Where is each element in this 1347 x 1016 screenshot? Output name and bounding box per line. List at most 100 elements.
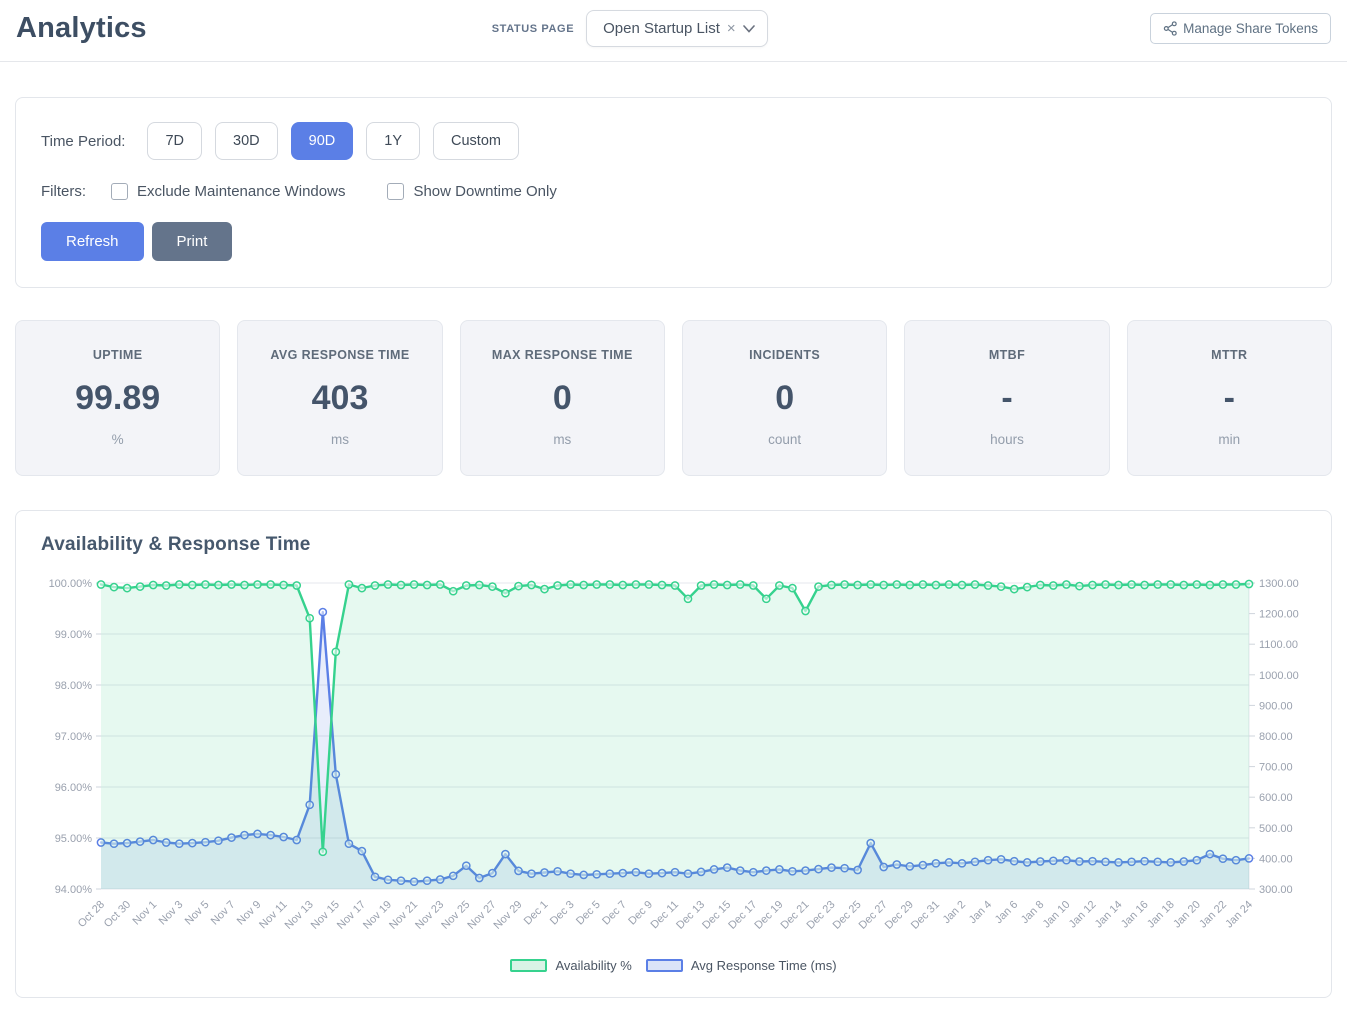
svg-text:Jan 4: Jan 4 [967,899,995,927]
svg-text:99.00%: 99.00% [55,629,93,641]
svg-text:Jan 10: Jan 10 [1041,899,1073,931]
svg-text:400.00: 400.00 [1259,853,1293,865]
chart-panel: Availability & Response Time 100.00% 99.0… [15,510,1332,998]
time-period-30d-button[interactable]: 30D [215,122,278,160]
stats-row: UPTIME 99.89 % AVG RESPONSE TIME 403 ms … [15,320,1332,476]
svg-text:Dec 1: Dec 1 [522,899,551,928]
exclude-maintenance-checkbox[interactable] [111,183,128,200]
svg-text:Nov 1: Nov 1 [131,899,160,928]
svg-text:Nov 15: Nov 15 [309,899,342,932]
chart-canvas[interactable]: 100.00% 99.00% 98.00% 97.00% 96.00% 95.00% 94.… [41,571,1308,951]
chart-title: Availability & Response Time [41,534,311,555]
svg-text:Dec 19: Dec 19 [752,899,785,932]
svg-text:Oct 28: Oct 28 [76,899,107,930]
svg-text:Dec 5: Dec 5 [574,899,603,928]
svg-text:900.00: 900.00 [1259,700,1293,712]
svg-text:300.00: 300.00 [1259,884,1293,896]
svg-text:Jan 12: Jan 12 [1067,899,1099,931]
status-page-selected-value: Open Startup List [603,20,720,37]
svg-text:Nov 5: Nov 5 [183,899,212,928]
stat-value: 0 [775,379,795,417]
svg-text:Dec 13: Dec 13 [674,899,707,932]
svg-text:Dec 29: Dec 29 [883,899,916,932]
exclude-maintenance-checkbox-group[interactable]: Exclude Maintenance Windows [111,183,345,200]
response-time-legend-label: Avg Response Time (ms) [690,958,837,973]
response-time-swatch [645,959,683,972]
stat-label: MAX RESPONSE TIME [491,348,633,362]
svg-text:Nov 17: Nov 17 [335,899,368,932]
time-period-90d-button[interactable]: 90D [290,122,354,160]
stat-unit: ms [330,432,349,447]
svg-text:Nov 19: Nov 19 [361,899,394,932]
show-downtime-checkbox-group[interactable]: Show Downtime Only [387,183,557,200]
svg-text:600.00: 600.00 [1259,792,1293,804]
show-downtime-checkbox[interactable] [387,183,405,200]
svg-text:Nov 25: Nov 25 [439,899,472,932]
svg-text:Jan 20: Jan 20 [1171,899,1203,931]
stat-value: 0 [552,379,572,417]
time-period-custom-button[interactable]: Custom [433,122,519,160]
stat-label: UPTIME [92,348,143,362]
stat-value: 403 [311,379,369,417]
svg-text:Dec 15: Dec 15 [700,899,733,932]
svg-text:94.00%: 94.00% [55,884,93,896]
stat-value: - [1001,379,1013,417]
legend-item-availability[interactable]: Availability % [510,958,632,973]
time-period-label: Time Period: [41,132,126,150]
stat-unit: count [768,432,802,447]
stat-label: MTTR [1211,348,1248,362]
manage-share-tokens-button[interactable]: Manage Share Tokens [1150,13,1331,44]
svg-text:Dec 27: Dec 27 [857,899,890,932]
filters-label: Filters: [41,183,86,200]
svg-text:Jan 18: Jan 18 [1145,899,1177,931]
stat-card-avg-response: AVG RESPONSE TIME 403 ms [237,320,443,476]
refresh-button[interactable]: Refresh [41,222,144,261]
stat-unit: hours [990,432,1024,447]
availability-swatch [510,959,548,972]
svg-text:1000.00: 1000.00 [1259,670,1299,682]
status-page-select[interactable]: Open Startup List × [586,10,768,47]
svg-text:700.00: 700.00 [1259,762,1293,774]
svg-text:1300.00: 1300.00 [1259,578,1299,590]
svg-text:Nov 13: Nov 13 [283,899,316,932]
stat-card-uptime: UPTIME 99.89 % [15,320,221,476]
time-period-row: Time Period: 7D 30D 90D 1Y Custom [41,122,1306,160]
filters-panel: Time Period: 7D 30D 90D 1Y Custom Filter… [15,97,1332,288]
status-page-label: STATUS PAGE [491,22,575,35]
svg-text:Dec 31: Dec 31 [909,899,942,932]
svg-text:98.00%: 98.00% [55,680,93,692]
chevron-down-icon [742,24,755,33]
app-header: Analytics STATUS PAGE Open Startup List … [0,0,1347,62]
stat-label: INCIDENTS [749,348,821,362]
page-title: Analytics [16,12,147,44]
print-button[interactable]: Print [151,222,233,261]
stat-card-mttr: MTTR - min [1126,320,1332,476]
svg-text:Jan 6: Jan 6 [993,899,1021,927]
svg-text:Nov 7: Nov 7 [209,899,238,928]
svg-text:Dec 3: Dec 3 [548,899,577,928]
svg-text:Jan 2: Jan 2 [941,899,969,927]
svg-text:100.00%: 100.00% [49,578,93,590]
stat-card-max-response: MAX RESPONSE TIME 0 ms [459,320,665,476]
svg-text:96.00%: 96.00% [55,782,93,794]
actions-row: Refresh Print [41,222,1306,261]
time-period-buttons: 7D 30D 90D 1Y Custom [147,122,519,160]
svg-text:Jan 16: Jan 16 [1119,899,1151,931]
svg-text:1100.00: 1100.00 [1259,639,1298,651]
exclude-maintenance-label: Exclude Maintenance Windows [137,183,346,200]
time-period-7d-button[interactable]: 7D [147,122,203,160]
svg-text:97.00%: 97.00% [55,731,93,743]
legend-item-response-time[interactable]: Avg Response Time (ms) [645,958,837,973]
svg-text:Jan 14: Jan 14 [1093,899,1125,931]
svg-text:Dec 23: Dec 23 [804,899,837,932]
clear-selection-icon[interactable]: × [726,20,736,37]
svg-text:800.00: 800.00 [1259,731,1293,743]
availability-legend-label: Availability % [555,958,632,973]
svg-text:Jan 22: Jan 22 [1197,899,1229,931]
svg-text:Dec 7: Dec 7 [600,899,629,928]
stat-value: 99.89 [75,379,161,417]
time-period-1y-button[interactable]: 1Y [366,122,420,160]
availability-response-chart[interactable]: 100.00% 99.00% 98.00% 97.00% 96.00% 95.00% 94.… [41,571,1306,956]
svg-text:Nov 23: Nov 23 [413,899,446,932]
